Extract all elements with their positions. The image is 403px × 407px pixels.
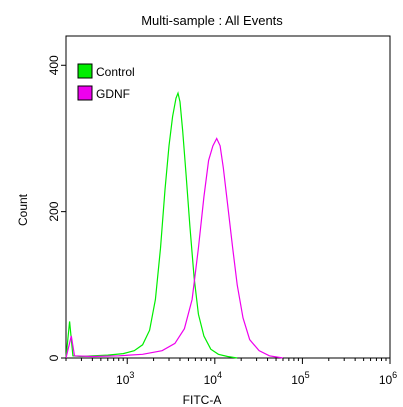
y-tick-label: 0	[47, 354, 61, 361]
legend-swatch-control	[77, 63, 93, 79]
y-tick-label: 200	[47, 201, 61, 221]
legend-swatch-gdnf	[77, 85, 93, 101]
series-line-control	[65, 91, 238, 359]
legend: Control GDNF	[77, 63, 135, 101]
chart-title: Multi-sample : All Events	[141, 13, 283, 28]
legend-label-gdnf: GDNF	[96, 87, 130, 101]
x-tick-label: 103	[116, 370, 134, 387]
legend-label-control: Control	[96, 65, 135, 79]
x-tick-label: 106	[379, 370, 397, 387]
y-tick-label: 400	[47, 55, 61, 75]
plot-frame	[65, 35, 391, 359]
series-layer	[65, 91, 284, 359]
y-axis: 0 200 400	[47, 55, 66, 361]
x-tick-label: 104	[204, 370, 222, 387]
series-line-gdnf	[65, 137, 284, 359]
y-axis-label: Count	[16, 193, 30, 226]
x-tick-label: 105	[291, 370, 309, 387]
x-axis-label: FITC-A	[183, 393, 222, 407]
x-axis: 103 104 105 106	[65, 358, 397, 387]
